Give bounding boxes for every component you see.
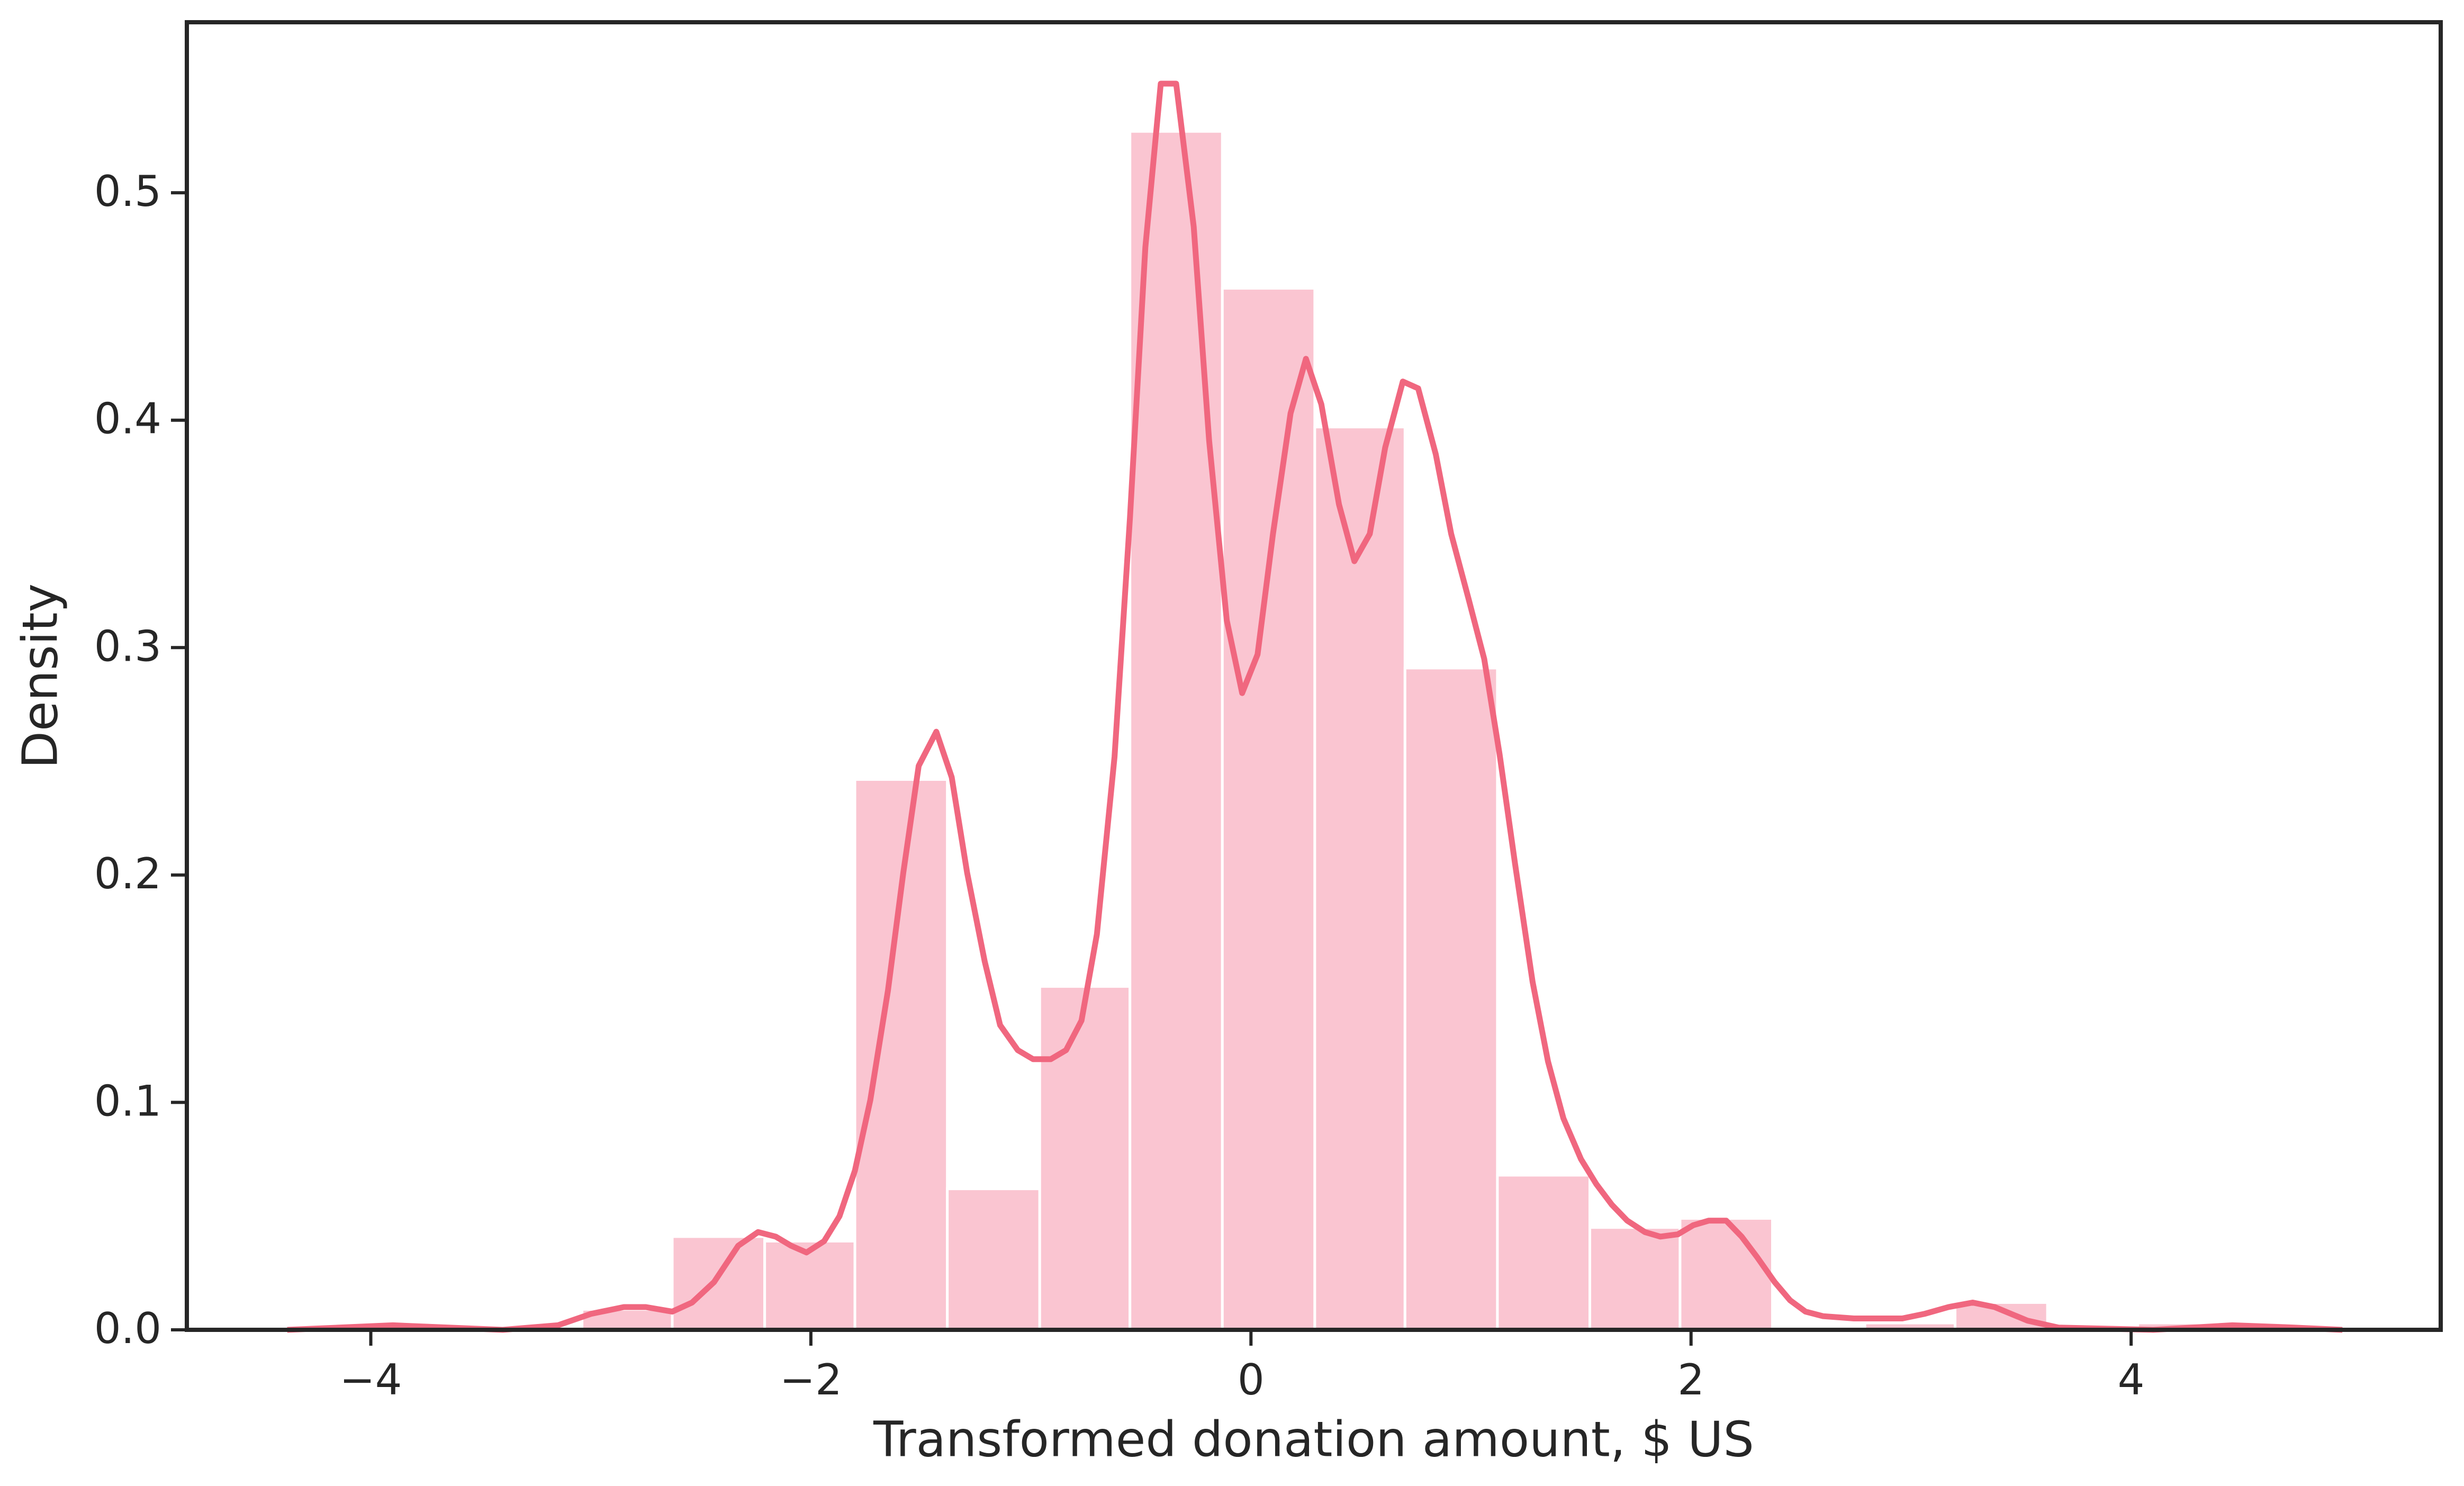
y-tick-label: 0.1 [94,1076,161,1125]
x-axis-label: Transformed donation amount, $ US [873,1411,1754,1467]
x-tick-label: −4 [340,1355,402,1404]
x-tick-label: 0 [1238,1355,1265,1404]
bar [1588,1226,1682,1331]
bar [853,778,949,1331]
bar [671,1235,766,1331]
kde-line [287,80,2343,1333]
bar [763,1239,856,1331]
bar [1954,1301,2049,1331]
bar [1221,287,1316,1331]
bar [1038,985,1132,1331]
y-tick-label: 0.4 [94,394,161,444]
y-tick-label: 0.3 [94,622,161,671]
x-tick-label: 4 [2118,1355,2145,1404]
bar [946,1187,1041,1331]
bar [1313,426,1406,1331]
bar [1129,130,1224,1331]
x-tick-label: −2 [780,1355,842,1404]
bar [1496,1174,1591,1331]
y-tick-label: 0.0 [94,1304,161,1353]
y-tick-label: 0.2 [94,849,161,898]
plot-frame [185,20,2443,1332]
y-axis-label: Density [12,583,68,769]
y-tick-label: 0.5 [94,167,161,216]
bar [1403,667,1499,1331]
x-tick-label: 2 [1677,1355,1704,1404]
bar [1678,1217,1774,1331]
